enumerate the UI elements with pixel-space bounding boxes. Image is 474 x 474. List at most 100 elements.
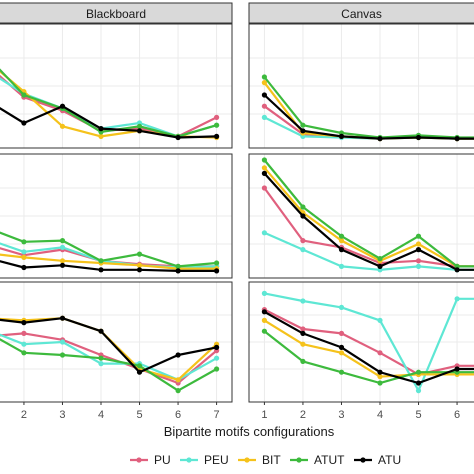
panel-border — [0, 23, 233, 149]
data-point-bit-1 — [261, 317, 267, 323]
data-point-bit-1 — [261, 80, 267, 86]
data-point-atut-7 — [214, 122, 220, 128]
data-point-atu-6 — [454, 267, 460, 273]
panel-blackboard-row3: 1234567 — [0, 281, 233, 421]
data-point-pu-2 — [21, 330, 27, 336]
strip-label-blackboard: Blackboard — [86, 7, 146, 21]
data-point-atut-2 — [21, 92, 27, 98]
legend-key-point-pu — [136, 457, 142, 463]
data-point-atut-3 — [59, 238, 66, 244]
data-point-peu-6 — [454, 296, 460, 302]
data-point-pu-3 — [338, 330, 345, 336]
data-point-atut-6 — [175, 388, 181, 394]
legend-item-bit: BIT — [238, 453, 281, 467]
data-point-atu-2 — [300, 213, 306, 219]
data-point-atu-2 — [21, 120, 27, 126]
data-point-atut-4 — [98, 355, 104, 361]
legend-key-point-bit — [244, 457, 250, 463]
data-point-bit-3 — [338, 350, 345, 356]
x-tick-label-5: 5 — [136, 409, 142, 421]
x-tick-label-5: 5 — [415, 409, 421, 421]
panel-canvas-row1 — [248, 23, 474, 149]
data-point-peu-1 — [261, 290, 267, 296]
data-point-atu-7 — [214, 268, 220, 274]
data-point-atut-2 — [300, 358, 306, 364]
data-point-atut-3 — [59, 352, 66, 358]
data-point-pu-2 — [300, 326, 306, 332]
data-point-atu-4 — [98, 267, 104, 273]
legend-item-atu: ATU — [354, 453, 401, 467]
strip-background — [0, 2, 233, 24]
x-tick-label-7: 7 — [214, 409, 220, 421]
data-point-bit-3 — [59, 123, 66, 129]
facet-strip-canvas: Canvas — [248, 2, 474, 24]
data-point-bit-1 — [261, 165, 267, 171]
data-point-atu-6 — [175, 134, 181, 141]
data-point-atut-7 — [214, 260, 220, 266]
data-point-atu-6 — [454, 366, 460, 372]
data-point-atu-4 — [377, 369, 383, 375]
data-point-atu-1 — [261, 170, 267, 176]
data-point-atu-7 — [214, 344, 220, 350]
panel-border — [248, 153, 474, 279]
data-point-atu-2 — [21, 320, 27, 326]
data-point-atut-7 — [214, 366, 220, 372]
data-point-atut-2 — [21, 239, 27, 245]
legend-key-point-atut — [296, 457, 302, 463]
data-point-atut-4 — [98, 258, 104, 264]
data-point-atut-5 — [136, 363, 143, 369]
data-point-pu-1 — [261, 103, 267, 109]
data-point-peu-5 — [415, 388, 422, 394]
data-point-atu-6 — [175, 268, 181, 274]
data-point-pu-5 — [415, 258, 422, 264]
data-point-bit-3 — [338, 238, 345, 244]
strip-label-canvas: Canvas — [341, 7, 382, 21]
data-point-bit-5 — [136, 262, 143, 268]
data-point-atut-6 — [175, 263, 181, 269]
data-point-peu-2 — [300, 247, 306, 253]
data-point-bit-6 — [175, 377, 181, 383]
data-point-atu-1 — [261, 309, 267, 315]
x-tick-label-3: 3 — [338, 409, 344, 421]
data-point-peu-2 — [21, 249, 27, 255]
data-point-pu-4 — [377, 350, 383, 356]
legend-label-pu: PU — [154, 453, 171, 467]
data-point-atu-7 — [214, 133, 220, 139]
data-point-atut-4 — [377, 380, 383, 386]
data-point-atu-4 — [377, 136, 383, 142]
legend-key-point-atu — [360, 457, 366, 463]
data-point-peu-4 — [98, 361, 104, 367]
data-point-atu-5 — [136, 267, 143, 273]
panel-blackboard-row1 — [0, 23, 233, 149]
data-point-atut-2 — [21, 350, 27, 356]
legend-item-atut: ATUT — [290, 453, 345, 467]
legend-key-point-peu — [186, 457, 192, 463]
data-point-atu-5 — [136, 128, 143, 134]
data-point-atu-2 — [21, 264, 27, 271]
data-point-atut-5 — [415, 233, 422, 239]
legend-label-atu: ATU — [378, 453, 401, 467]
data-point-atu-6 — [454, 136, 460, 142]
data-point-atut-1 — [261, 74, 267, 80]
data-point-bit-4 — [98, 133, 104, 139]
data-point-atu-4 — [98, 328, 104, 334]
legend: PU PEU BIT ATUT ATU — [130, 453, 401, 467]
legend-label-bit: BIT — [262, 453, 281, 467]
panel-canvas-row3: 1234567 — [248, 281, 474, 421]
x-tick-label-2: 2 — [300, 409, 306, 421]
data-point-atut-1 — [261, 328, 267, 334]
data-point-pu-2 — [300, 238, 306, 244]
x-tick-label-3: 3 — [59, 409, 65, 421]
data-point-pu-1 — [261, 185, 267, 191]
data-point-atu-5 — [415, 134, 422, 141]
x-tick-label-2: 2 — [21, 409, 27, 421]
data-point-pu-7 — [214, 114, 220, 120]
data-point-atu-3 — [59, 315, 66, 321]
x-tick-label-4: 4 — [377, 409, 383, 421]
panel-border — [248, 23, 474, 149]
data-point-atu-5 — [136, 369, 143, 375]
data-point-bit-4 — [377, 374, 383, 380]
data-point-bit-2 — [21, 254, 27, 260]
data-point-atu-3 — [59, 103, 66, 109]
